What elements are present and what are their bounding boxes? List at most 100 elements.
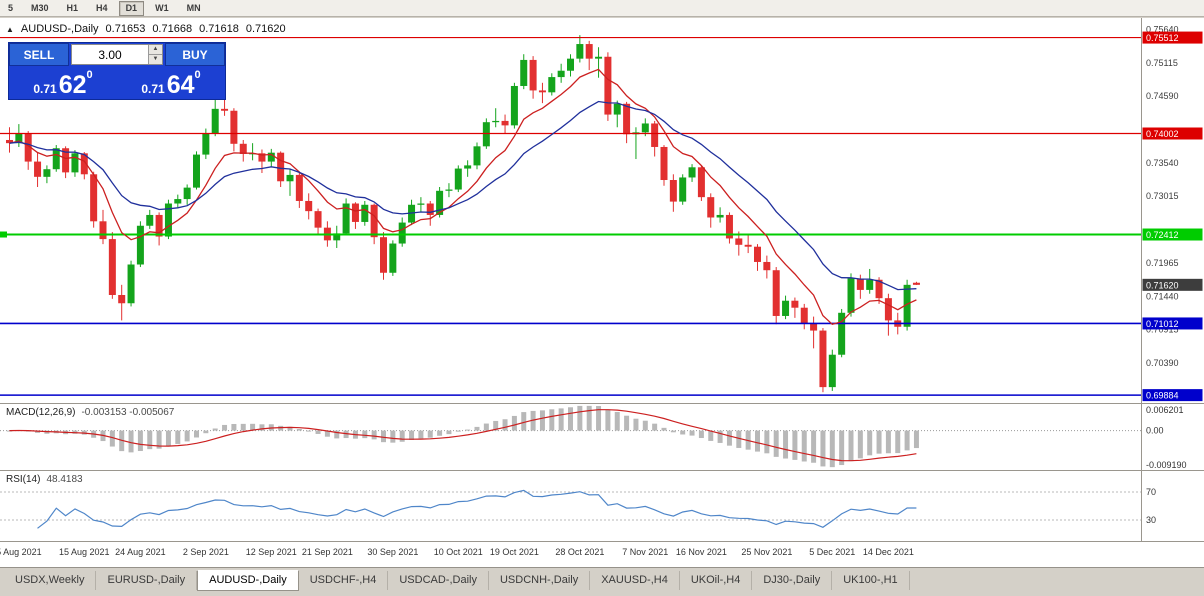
candlestick-series	[6, 35, 920, 393]
macd-signal-line	[9, 409, 917, 462]
svg-text:0.70390: 0.70390	[1146, 358, 1179, 368]
svg-text:7 Nov 2021: 7 Nov 2021	[622, 547, 668, 557]
price-badge-0-69884	[1142, 389, 1203, 402]
ohlc-open: 0.71653	[105, 23, 146, 35]
volume-stepper[interactable]: ▲ ▼	[71, 44, 163, 65]
date-axis-labels: 5 Aug 2021 15 Aug 2021 24 Aug 2021 2 Sep 20…	[0, 547, 914, 557]
macd-values: -0.003153 -0.005067	[81, 407, 175, 418]
symbol-tab-usdcnh-daily[interactable]: USDCNH-,Daily	[489, 571, 591, 590]
buy-price-pipette: 0	[194, 69, 201, 81]
price-badge-0-72412	[1142, 228, 1203, 241]
symbol-tab-dj30-daily[interactable]: DJ30-,Daily	[752, 571, 833, 590]
svg-text:0.74590: 0.74590	[1146, 91, 1179, 101]
buy-price-display[interactable]: 0.71 64 0	[117, 66, 225, 99]
svg-text:24 Aug 2021: 24 Aug 2021	[115, 547, 166, 557]
symbol-tab-audusd-daily[interactable]: AUDUSD-,Daily	[197, 570, 299, 591]
macd-name: MACD(12,26,9)	[6, 407, 76, 418]
symbol-header: ▲ AUDUSD-,Daily 0.71653 0.71668 0.71618 …	[6, 23, 286, 35]
svg-text:0.73015: 0.73015	[1146, 191, 1179, 201]
timeframe-button-h4[interactable]: H4	[96, 2, 108, 13]
svg-text:0.75512: 0.75512	[1146, 33, 1179, 43]
one-click-trading-panel: SELL ▲ ▼ BUY 0.71 62 0 0.71 64 0	[8, 42, 226, 100]
price-axis-badges: 0.75512 0.74002 0.72412 0.71012 0.69884 0.716…	[1142, 31, 1203, 402]
ohlc-close: 0.71620	[245, 23, 286, 35]
horizontal-price-lines	[0, 36, 1141, 396]
svg-text:2 Sep 2021: 2 Sep 2021	[183, 547, 229, 557]
symbol-tab-usdchf-h4[interactable]: USDCHF-,H4	[299, 571, 389, 590]
buy-price-prefix: 0.71	[141, 82, 165, 96]
svg-text:30: 30	[1146, 515, 1156, 525]
rsi-value: 48.4183	[46, 474, 83, 485]
price-chart-svg: 0.0062010.00-0.00919070300.756400.751150…	[0, 18, 1204, 557]
rsi-pane: 70 30	[0, 487, 1156, 529]
timeframe-button-d1[interactable]: D1	[118, 0, 145, 16]
macd-indicator-label: MACD(12,26,9) -0.003153 -0.005067	[6, 407, 174, 418]
price-badge-0-71012	[1142, 317, 1203, 330]
ma-slow-line	[9, 100, 917, 291]
timeframe-button-mn[interactable]: MN	[186, 2, 201, 13]
chart-tabs-bar: USDX,Weekly EURUSD-,Daily AUDUSD-,Daily USD…	[0, 567, 1204, 596]
sell-button[interactable]: SELL	[9, 43, 69, 66]
price-axis-labels: 0.75640 0.75115 0.74590 0.73540 0.73015 0.719…	[1146, 24, 1179, 368]
chart-area[interactable]: 0.006201 0.00 -0.009190 70 30 0.75640 0.75115 0…	[0, 18, 1204, 567]
svg-text:10 Oct 2021: 10 Oct 2021	[434, 547, 483, 557]
svg-text:0.006201: 0.006201	[1146, 405, 1184, 415]
symbol-tab-eurusd-daily[interactable]: EURUSD-,Daily	[96, 571, 198, 590]
volume-decrease-button[interactable]: ▼	[148, 54, 162, 64]
sell-price-pipette: 0	[86, 69, 93, 81]
svg-text:0.69884: 0.69884	[1146, 391, 1179, 401]
svg-text:5 Aug 2021: 5 Aug 2021	[0, 547, 42, 557]
timeframe-button-w1[interactable]: W1	[155, 2, 169, 13]
svg-text:0.75640: 0.75640	[1146, 24, 1179, 34]
svg-text:19 Oct 2021: 19 Oct 2021	[490, 547, 539, 557]
rsi-line	[37, 489, 917, 529]
symbol-tab-ukoil-h4[interactable]: UKOil-,H4	[680, 571, 753, 590]
svg-text:0.70915: 0.70915	[1146, 325, 1179, 335]
svg-text:0.74002: 0.74002	[1146, 129, 1179, 139]
svg-text:28 Oct 2021: 28 Oct 2021	[555, 547, 604, 557]
symbol-title: AUDUSD-,Daily	[20, 23, 99, 35]
price-badge-0-74002	[1142, 127, 1203, 140]
buy-price-big-digits: 64	[166, 71, 195, 99]
rsi-name: RSI(14)	[6, 474, 41, 485]
timeframe-button-h1[interactable]: H1	[66, 2, 79, 13]
svg-text:0.72412: 0.72412	[1146, 230, 1179, 240]
svg-text:0.75115: 0.75115	[1146, 58, 1178, 68]
support-line-anchor	[0, 231, 7, 238]
volume-input[interactable]	[72, 46, 148, 63]
svg-text:0.71965: 0.71965	[1146, 258, 1179, 268]
ma-fast-line	[9, 68, 917, 326]
svg-text:0.71012: 0.71012	[1146, 319, 1179, 329]
symbol-tab-usdcad-daily[interactable]: USDCAD-,Daily	[388, 571, 489, 590]
svg-text:0.71440: 0.71440	[1146, 291, 1179, 301]
macd-axis-labels: 0.006201 0.00 -0.009190	[1146, 405, 1187, 470]
svg-text:12 Sep 2021: 12 Sep 2021	[246, 547, 297, 557]
pane-borders	[0, 18, 1204, 542]
symbol-tab-usdx-weekly[interactable]: USDX,Weekly	[4, 571, 97, 590]
svg-text:16 Nov 2021: 16 Nov 2021	[676, 547, 727, 557]
svg-text:30 Sep 2021: 30 Sep 2021	[367, 547, 418, 557]
svg-text:15 Aug 2021: 15 Aug 2021	[59, 547, 110, 557]
symbol-tab-xauusd-h4[interactable]: XAUUSD-,H4	[590, 571, 680, 590]
svg-text:14 Dec 2021: 14 Dec 2021	[863, 547, 914, 557]
sell-price-big-digits: 62	[58, 71, 87, 99]
price-badge-0-75512	[1142, 31, 1203, 44]
timeframe-button-m30[interactable]: M30	[31, 2, 49, 13]
volume-increase-button[interactable]: ▲	[148, 45, 162, 54]
svg-text:70: 70	[1146, 487, 1156, 497]
svg-text:0.71620: 0.71620	[1146, 280, 1179, 290]
svg-text:21 Sep 2021: 21 Sep 2021	[302, 547, 353, 557]
timeframe-button-5[interactable]: 5	[8, 2, 14, 13]
svg-text:-0.009190: -0.009190	[1146, 460, 1187, 470]
symbol-tab-uk100-h1[interactable]: UK100-,H1	[832, 571, 910, 590]
buy-button[interactable]: BUY	[165, 43, 225, 66]
timeframe-toolbar: 5 M30 H1 H4 D1 W1 MN	[0, 0, 1204, 17]
ohlc-high: 0.71668	[152, 23, 193, 35]
sell-price-prefix: 0.71	[33, 82, 57, 96]
svg-text:25 Nov 2021: 25 Nov 2021	[741, 547, 792, 557]
price-badge-0-71620	[1142, 278, 1203, 291]
sell-price-display[interactable]: 0.71 62 0	[9, 66, 117, 99]
collapse-trade-panel-icon[interactable]: ▲	[6, 24, 14, 34]
svg-text:5 Dec 2021: 5 Dec 2021	[809, 547, 855, 557]
rsi-indicator-label: RSI(14) 48.4183	[6, 474, 83, 485]
